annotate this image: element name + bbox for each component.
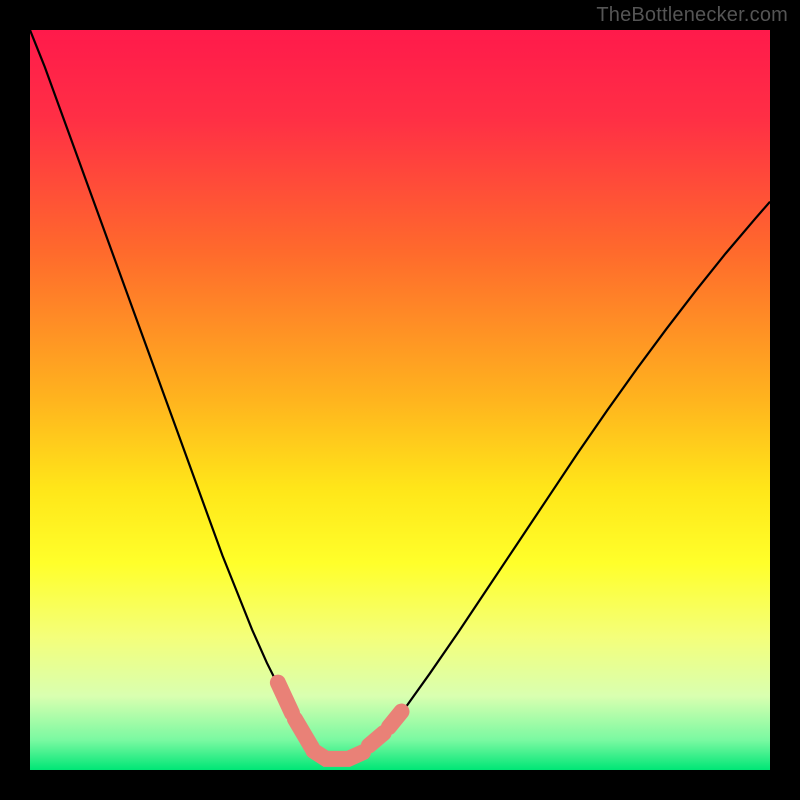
highlight-segment [369,733,384,746]
plot-area [30,30,770,770]
highlight-segment [313,751,363,759]
watermark-text: TheBottlenecker.com [596,4,788,27]
chart-svg [30,30,770,770]
highlight-segment [389,712,402,728]
gradient-background [30,30,770,770]
